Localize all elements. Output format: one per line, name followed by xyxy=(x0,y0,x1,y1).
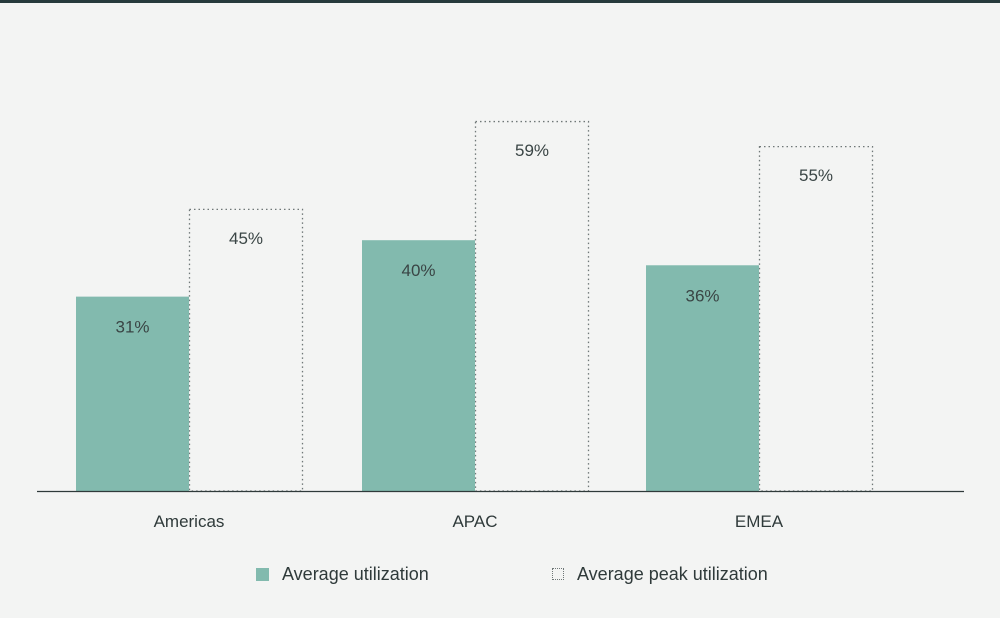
category-label-americas: Americas xyxy=(154,512,225,531)
legend-label-average-utilization: Average utilization xyxy=(282,563,429,584)
legend-label-average-peak-utilization: Average peak utilization xyxy=(577,563,768,584)
bar-peak-americas xyxy=(188,208,304,492)
legend-swatch-dotted-icon xyxy=(552,568,564,580)
data-label-peak-emea: 55% xyxy=(799,166,833,185)
bar-peak-emea xyxy=(758,145,874,492)
category-label-emea: EMEA xyxy=(735,512,784,531)
legend-swatch-solid-icon xyxy=(256,567,269,581)
data-label-average-apac: 40% xyxy=(401,261,435,280)
data-label-average-emea: 36% xyxy=(685,286,719,305)
legend-item-average-utilization: Average utilization xyxy=(256,562,429,586)
category-label-apac: APAC xyxy=(452,512,497,531)
bar-average-emea xyxy=(646,265,759,491)
legend-item-average-peak-utilization: Average peak utilization xyxy=(552,562,768,586)
data-label-average-americas: 31% xyxy=(115,318,149,337)
data-label-peak-americas: 45% xyxy=(229,229,263,248)
data-label-peak-apac: 59% xyxy=(515,141,549,160)
bar-average-apac xyxy=(362,240,475,491)
bar-peak-apac xyxy=(474,120,590,492)
legend: Average utilization Average peak utiliza… xyxy=(0,562,1000,588)
bar-average-americas xyxy=(76,296,189,491)
top-rule xyxy=(0,0,1000,3)
